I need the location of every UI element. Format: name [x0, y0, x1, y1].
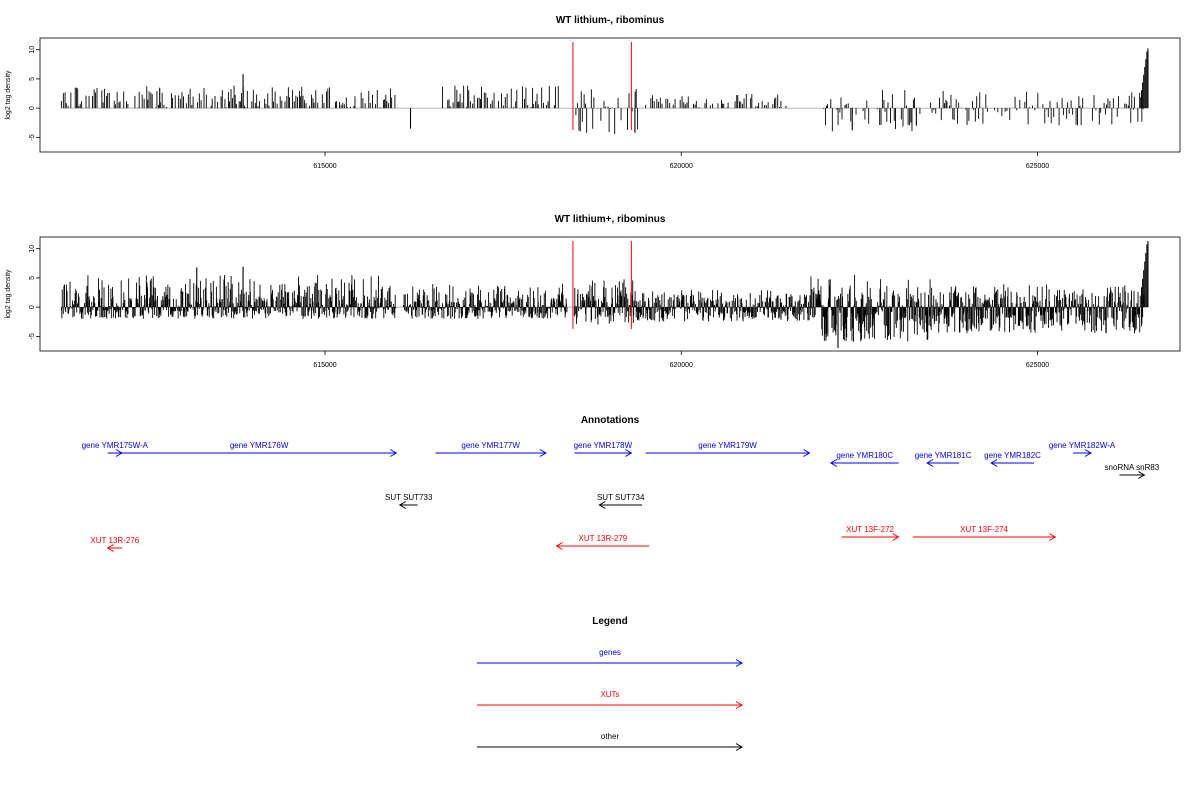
plot-frame — [39, 236, 1181, 352]
y-tick-label: 10 — [29, 245, 36, 253]
density-bars — [60, 48, 1149, 135]
feature-label: gene YMR176W — [230, 441, 289, 450]
feature-label: gene YMR181C — [915, 451, 972, 460]
legend-arrow-head — [735, 743, 743, 751]
feature-arrow-head — [625, 449, 633, 457]
y-tick-label: 5 — [29, 77, 36, 81]
feature-arrow-head — [829, 459, 838, 467]
x-tick-label: 615000 — [313, 362, 336, 369]
y-tick-label: -5 — [29, 333, 36, 339]
feature-arrow-head — [803, 449, 811, 457]
y-tick-label: -5 — [29, 134, 36, 140]
y-tick-label: 10 — [29, 46, 36, 54]
panel-title: WT lithium-, ribominus — [556, 15, 665, 26]
feature-gene-ymr177w: gene YMR177W — [435, 441, 547, 457]
x-tick-label: 625000 — [1026, 362, 1049, 369]
plot-frame — [39, 37, 1181, 153]
feature-label: XUT 13F-272 — [846, 525, 894, 534]
feature-label: XUT 13R-276 — [90, 536, 139, 545]
legend-label: other — [601, 732, 620, 741]
y-tick-label: 0 — [29, 305, 36, 309]
feature-arrow-head — [892, 533, 900, 541]
panel-title: WT lithium+, ribominus — [555, 214, 666, 225]
feature-arrow-head — [1084, 449, 1092, 457]
x-tick-label: 615000 — [313, 163, 336, 170]
feature-label: gene YMR180C — [836, 451, 893, 460]
feature-arrow-head — [539, 449, 547, 457]
feature-sut-sut734: SUT SUT734 — [597, 493, 645, 509]
feature-label: XUT 13F-274 — [960, 525, 1008, 534]
feature-label: SUT SUT733 — [385, 493, 433, 502]
feature-xut-13r-276: XUT 13R-276 — [90, 536, 140, 552]
feature-label: gene YMR178W — [574, 441, 633, 450]
feature-arrow-head — [106, 544, 114, 552]
feature-arrow-head — [598, 501, 606, 509]
legend-item-genes: genes — [477, 648, 743, 667]
feature-gene-ymr178w: gene YMR178W — [574, 441, 633, 457]
annotations-track: Annotations gene YMR175W-A gene YMR176W gen… — [82, 415, 1160, 552]
feature-label: gene YMR175W-A — [82, 441, 149, 450]
track-panel-1: WT lithium-, ribominus -5 0 5 10 log2 tag den… — [5, 15, 1181, 170]
feature-label: snoRNA snR83 — [1105, 463, 1160, 472]
feature-label: gene YMR182W-A — [1049, 441, 1116, 450]
y-axis-label: log2 tag density — [5, 269, 12, 319]
feature-arrow-head — [926, 459, 934, 467]
feature-label: gene YMR179W — [698, 441, 757, 450]
feature-xut-13f-272: XUT 13F-272 — [841, 525, 900, 541]
y-axis-label: log2 tag density — [5, 70, 12, 120]
feature-arrow-head — [555, 542, 563, 550]
feature-gene-ymr181c: gene YMR181C — [915, 451, 972, 467]
track-panel-2: WT lithium+, ribominus -5 0 5 10 log2 tag den… — [5, 214, 1181, 369]
feature-gene-ymr180c: gene YMR180C — [829, 451, 899, 467]
legend-arrow-head — [735, 701, 743, 709]
feature-label: gene YMR177W — [461, 441, 520, 450]
feature-snorna-snr83: snoRNA snR83 — [1105, 463, 1160, 479]
feature-label: XUT 13R-279 — [578, 534, 627, 543]
legend: Legend genes XUTs other — [477, 616, 743, 751]
feature-sut-sut733: SUT SUT733 — [385, 493, 433, 509]
legend-title: Legend — [592, 616, 628, 627]
legend-item-other: other — [477, 732, 743, 751]
y-tick-label: 5 — [29, 276, 36, 280]
feature-arrow-head — [389, 449, 398, 457]
feature-gene-ymr182c: gene YMR182C — [984, 451, 1041, 467]
feature-gene-ymr175w-a: gene YMR175W-A — [82, 441, 149, 457]
feature-xut-13f-274: XUT 13F-274 — [912, 525, 1057, 541]
x-tick-label: 625000 — [1026, 163, 1049, 170]
y-tick-label: 0 — [29, 106, 36, 110]
density-bars — [60, 241, 1149, 349]
x-tick-label: 620000 — [670, 163, 693, 170]
legend-arrow-head — [735, 659, 743, 667]
feature-gene-ymr176w: gene YMR176W — [121, 441, 398, 457]
legend-item-xuts: XUTs — [477, 690, 743, 709]
feature-label: SUT SUT734 — [597, 493, 645, 502]
feature-label: gene YMR182C — [984, 451, 1041, 460]
feature-arrow-head — [1138, 471, 1146, 479]
feature-gene-ymr179w: gene YMR179W — [645, 441, 811, 457]
feature-gene-ymr182w-a: gene YMR182W-A — [1049, 441, 1116, 457]
feature-arrow-head — [990, 459, 998, 467]
feature-arrow-head — [398, 501, 407, 509]
legend-label: genes — [599, 648, 621, 657]
feature-arrow-head — [1049, 533, 1057, 541]
legend-label: XUTs — [600, 690, 619, 699]
x-tick-label: 620000 — [670, 362, 693, 369]
feature-xut-13r-279: XUT 13R-279 — [555, 534, 650, 550]
annotations-title: Annotations — [581, 415, 640, 426]
